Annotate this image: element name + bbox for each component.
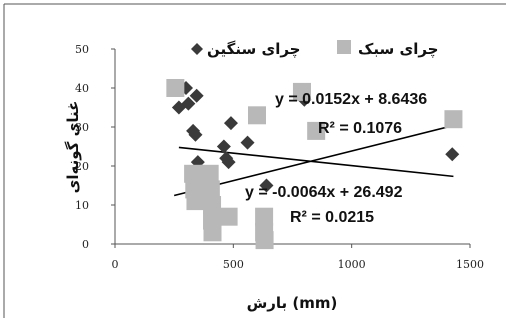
r2-light: R² = 0.1076 — [318, 120, 402, 137]
point-light-grazing — [203, 223, 222, 242]
legend-label-light: چرای سبک — [358, 40, 439, 59]
point-light-grazing — [307, 121, 326, 140]
y-tick-label: 40 — [75, 82, 89, 95]
legend: چرای سنگین چرای سبک — [191, 40, 439, 59]
point-light-grazing — [219, 207, 238, 226]
point-light-grazing — [186, 192, 205, 211]
trendline-heavy-grazing — [178, 146, 454, 178]
point-light-grazing — [255, 207, 274, 226]
x-tick-label: 1500 — [456, 258, 484, 271]
x-axis-title: بارش (mm) — [247, 294, 338, 312]
point-heavy-grazing — [189, 88, 204, 103]
point-light-grazing — [184, 164, 203, 183]
point-heavy-grazing — [188, 127, 203, 142]
point-light-grazing — [444, 110, 463, 129]
point-light-grazing — [292, 82, 311, 101]
point-light-grazing — [166, 79, 185, 97]
point-heavy-grazing — [240, 135, 255, 150]
equation-light: y = 0.0152x + 8.6436 — [275, 91, 427, 108]
point-light-grazing — [201, 180, 220, 199]
point-light-grazing — [200, 164, 219, 183]
point-heavy-grazing — [445, 147, 460, 162]
y-tick-label: 50 — [75, 43, 89, 56]
r2-heavy: R² = 0.0215 — [290, 209, 374, 226]
x-tick-label: 0 — [112, 258, 119, 271]
point-light-grazing — [203, 196, 222, 214]
points-layer — [166, 79, 463, 250]
point-heavy-grazing — [216, 139, 231, 154]
point-heavy-grazing — [223, 116, 238, 131]
point-heavy-grazing — [181, 96, 196, 111]
point-heavy-grazing — [221, 155, 236, 170]
y-tick-label: 20 — [75, 160, 89, 173]
point-heavy-grazing — [259, 178, 274, 193]
y-tick-label: 10 — [75, 199, 89, 212]
point-light-grazing — [255, 231, 274, 250]
legend-diamond-marker — [191, 43, 203, 55]
y-tick-label: 30 — [75, 121, 89, 134]
x-tick-label: 500 — [223, 258, 244, 271]
trendline-light-grazing — [173, 124, 454, 197]
legend-label-heavy: چرای سنگین — [207, 40, 300, 59]
point-light-grazing — [248, 106, 266, 125]
y-axis-title: غنای گونه‌ای — [64, 101, 82, 194]
y-tick-label: 0 — [82, 238, 89, 251]
equation-heavy: y = -0.0064x + 26.492 — [245, 184, 403, 201]
x-tick-label: 1000 — [338, 258, 366, 271]
legend-square-marker — [337, 40, 351, 54]
